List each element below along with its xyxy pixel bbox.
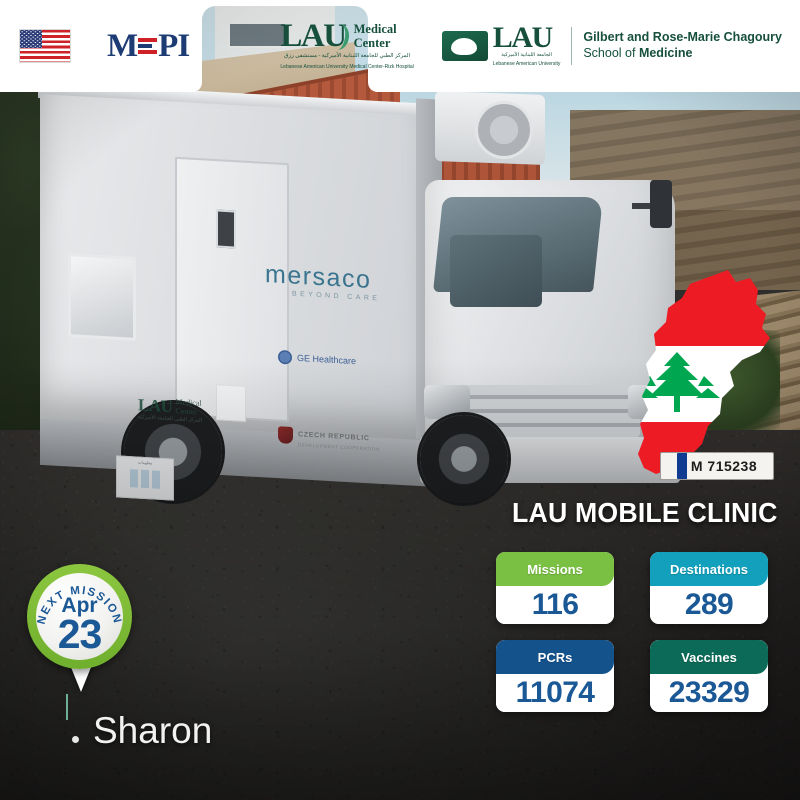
lau-mc-arabic: المركز الطبي للجامعة اللبنانية الأميركية… <box>284 53 411 60</box>
mepi-letter-e-icon <box>138 38 158 54</box>
lau-swoosh-icon <box>329 22 351 51</box>
truck-notice-panel: معلومات <box>116 455 174 501</box>
mirror-arm <box>632 203 656 209</box>
mersaco-decal: mersaco <box>265 260 372 294</box>
mepi-logo: M PI <box>107 27 190 64</box>
us-flag-canton <box>20 30 42 48</box>
lau-mc-wordmark: LAU <box>280 19 351 52</box>
lau-sm-wordmark: LAU <box>492 20 553 54</box>
plate-band-icon <box>676 453 687 479</box>
stat-card-missions[interactable]: Missions 116 <box>496 552 614 624</box>
next-mission-pin[interactable]: NEXT MISSION Apr 23 <box>22 562 140 694</box>
lau-crest-icon <box>441 31 488 61</box>
header-logos: M PI LAU Medical Center المركز الطبي للج… <box>0 0 800 92</box>
ac-fan <box>475 101 533 159</box>
lau-sm-subtitle: Lebanese American University <box>492 60 561 67</box>
school-of-label: School of <box>583 46 639 60</box>
lau-sm-school-text: Gilbert and Rose-Marie Chagoury School o… <box>583 30 782 61</box>
stat-label-pcrs: PCRs <box>496 640 614 674</box>
location-connector-line <box>66 694 68 720</box>
notice-bars <box>117 468 173 489</box>
lau-sm-wordblock: LAU الجامعة اللبنانية الأميركية Lebanese… <box>492 20 561 68</box>
lau-crest-block <box>441 31 493 61</box>
notice-arabic: معلومات <box>137 459 153 466</box>
mobile-clinic-truck: mersaco BEYOND CARE GE Healthcare LAU Me… <box>20 81 760 545</box>
us-flag-icon <box>19 29 71 63</box>
czech-crest-icon <box>278 425 293 444</box>
stat-card-vaccines[interactable]: Vaccines 23329 <box>650 640 768 712</box>
truck-side-window <box>68 253 136 341</box>
lau-mc-subtitle: Lebanese American University Medical Cen… <box>280 63 414 70</box>
lau-sm-arabic: الجامعة اللبنانية الأميركية <box>501 52 552 59</box>
lau-decal-medical-center: Medical Center <box>175 397 202 417</box>
stat-value-destinations: 289 <box>650 586 768 624</box>
location-dot-icon <box>72 736 79 743</box>
headlight-left <box>424 385 470 419</box>
stat-value-missions: 116 <box>496 586 614 624</box>
stat-card-destinations[interactable]: Destinations 289 <box>650 552 768 624</box>
lau-mc-subwordmark: Medical Center <box>353 22 397 51</box>
ge-monogram-icon <box>278 349 292 365</box>
lebanon-map <box>610 268 800 498</box>
license-plate-number: M 715238 <box>690 458 758 474</box>
stat-card-pcrs[interactable]: PCRs 11074 <box>496 640 614 712</box>
lau-medical-center-decal: LAU Medical Center المركز الطبي للجامعة … <box>138 395 202 425</box>
truck-door-sign <box>216 384 246 422</box>
czech-text: CZECH REPUBLIC DEVELOPMENT COOPERATION <box>298 431 380 452</box>
stat-label-destinations: Destinations <box>650 552 768 586</box>
location-name: Sharon <box>93 710 213 751</box>
lau-logo-divider <box>571 27 573 65</box>
pin-month: Apr <box>61 594 98 617</box>
stat-label-vaccines: Vaccines <box>650 640 768 674</box>
stat-label-missions: Missions <box>496 552 614 586</box>
lau-school-of-medicine-logo: LAU الجامعة اللبنانية الأميركية Lebanese… <box>441 20 782 68</box>
truck-door-window <box>216 209 236 249</box>
chagoury-line: Gilbert and Rose-Marie Chagoury <box>583 30 782 45</box>
flag-red-top <box>638 270 770 346</box>
pin-day: 23 <box>57 611 103 657</box>
truck-rear-door <box>175 156 289 423</box>
us-flag-logo <box>0 29 71 63</box>
page-title: LAU MOBILE CLINIC <box>512 497 778 528</box>
truck-front-wheel <box>420 415 508 503</box>
stat-value-vaccines: 23329 <box>650 674 768 712</box>
mepi-letter-m: M <box>107 27 138 64</box>
lau-decal-word: LAU <box>138 395 173 417</box>
pin-face <box>36 573 123 660</box>
cab-door-window <box>450 235 542 307</box>
stat-value-pcrs: 11074 <box>496 674 614 712</box>
mepi-letters-pi: PI <box>158 27 190 64</box>
license-plate: M 715238 <box>660 452 774 480</box>
lau-medical-center-logo: LAU Medical Center المركز الطبي للجامعة … <box>280 19 414 71</box>
medicine-label: Medicine <box>638 46 693 60</box>
side-mirror <box>650 180 672 228</box>
ge-healthcare-label: GE Healthcare <box>297 352 357 366</box>
stats-grid: Missions 116 Destinations 289 PCRs 11074… <box>496 552 784 712</box>
next-mission-location: Sharon <box>66 694 213 751</box>
pin-arc-text: NEXT MISSION <box>36 585 122 626</box>
